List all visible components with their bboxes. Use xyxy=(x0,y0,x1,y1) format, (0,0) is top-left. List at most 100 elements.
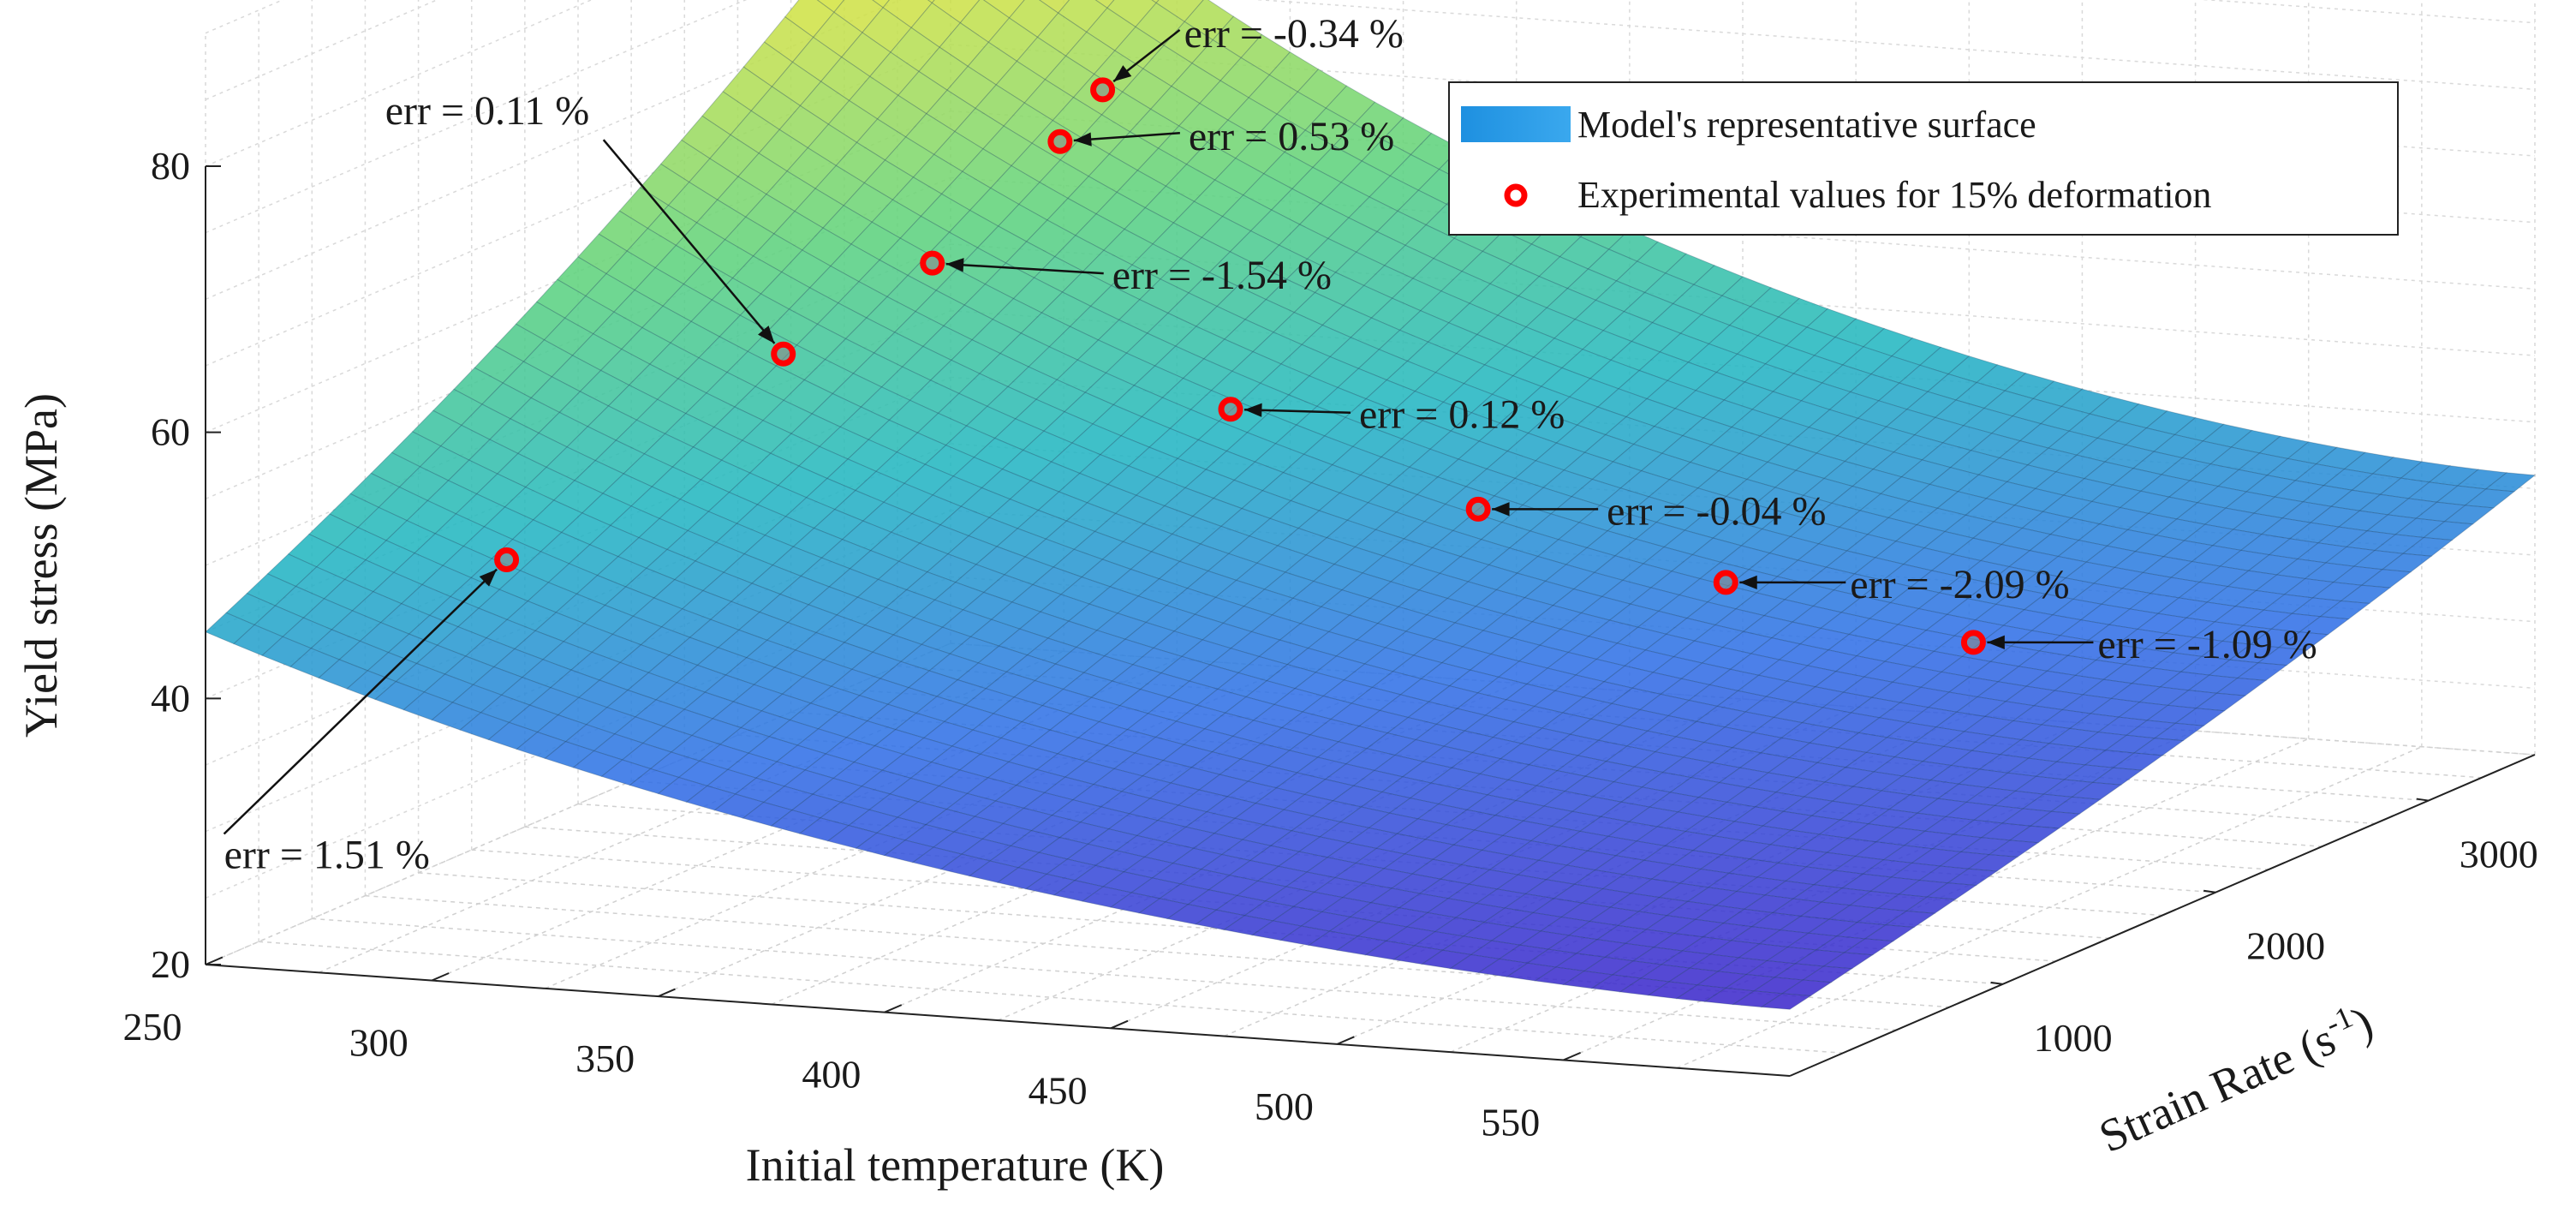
x-tick-label: 450 xyxy=(1029,1068,1088,1112)
annotation-arrowhead xyxy=(1243,403,1262,417)
surface-patch xyxy=(2153,722,2205,742)
surface-patch xyxy=(1863,924,1916,942)
x-axis-line xyxy=(205,964,1791,1077)
surface-patch xyxy=(2008,825,2060,844)
x-tick-label: 400 xyxy=(802,1053,861,1096)
x-tick-label: 500 xyxy=(1255,1085,1314,1128)
annotation-label: err = 1.51 % xyxy=(224,832,430,877)
legend-label-surface: Model's representative surface xyxy=(1577,104,2036,146)
data-point xyxy=(1713,570,1738,595)
surface-patch xyxy=(2360,569,2412,589)
annotation-arrow-line xyxy=(602,139,776,344)
y-tick-label: 3000 xyxy=(2460,833,2538,876)
surface-patch xyxy=(1760,993,1812,1010)
surface-patch xyxy=(2112,752,2164,771)
data-point xyxy=(1090,77,1116,103)
data-point xyxy=(494,547,520,572)
data-point xyxy=(1218,397,1243,422)
annotation-arrowhead xyxy=(479,569,498,587)
annotation-label: err = -2.09 % xyxy=(1850,562,2069,607)
annotation-arrowhead xyxy=(758,326,775,344)
y-axis-title-prefix: Strain Rate (s xyxy=(2091,1013,2342,1162)
data-point xyxy=(920,250,945,276)
annotation-arrowhead xyxy=(945,258,964,272)
data-point xyxy=(771,341,796,367)
surface-patch xyxy=(1905,896,1957,914)
annotation-arrowhead xyxy=(1987,635,2005,650)
x-tick-mark xyxy=(1563,1051,1581,1061)
x-tick-label: 300 xyxy=(349,1021,408,1065)
x-axis-title: Initial temperature (K) xyxy=(746,1139,1165,1191)
annotation-arrow-line xyxy=(223,568,498,835)
surface-patch xyxy=(927,0,935,4)
legend-box xyxy=(1448,81,2399,236)
surface-patch xyxy=(1967,854,2019,872)
x-tick-label: 350 xyxy=(575,1037,635,1080)
surface-patch xyxy=(2464,488,2516,509)
y-axis-title: Strain Rate (s-1) xyxy=(2090,993,2380,1162)
annotation-label: err = 0.12 % xyxy=(1359,392,1565,438)
y-tick-label: 2000 xyxy=(2246,924,2325,968)
data-point xyxy=(1047,128,1073,154)
surface-patch xyxy=(2340,584,2392,604)
x-tick-mark xyxy=(205,956,224,965)
surface-patch xyxy=(2277,631,2329,651)
legend-label-experimental: Experimental values for 15% deformation xyxy=(1577,174,2211,216)
annotation-label: err = 0.53 % xyxy=(1189,114,1394,159)
x-ticks: 250 300 350 400 450 500 550 xyxy=(123,956,1581,1144)
data-point xyxy=(1960,630,1986,655)
y-tick-mark xyxy=(2416,798,2429,802)
annotation-arrowhead xyxy=(1492,502,1510,517)
surface-patch xyxy=(2049,796,2102,815)
surface-patch xyxy=(2071,781,2123,800)
z-tick-label: 20 xyxy=(151,942,190,986)
surface-patch xyxy=(2257,647,2309,666)
z-tick-label: 40 xyxy=(151,676,190,720)
annotation-arrow-line xyxy=(1243,408,1351,414)
surface-patch xyxy=(1843,938,1895,956)
surface-patch xyxy=(1822,952,1875,970)
y-axis-line xyxy=(1789,754,2536,1077)
legend-marker-experimental xyxy=(1504,183,1528,207)
legend-surface-swatch xyxy=(1461,106,1571,142)
x-tick-mark xyxy=(1337,1036,1355,1045)
annotation-label: err = -0.04 % xyxy=(1607,488,1826,534)
x-tick-mark xyxy=(884,1004,903,1013)
surface-patch xyxy=(2029,810,2081,829)
surface-patch xyxy=(816,0,845,13)
y-tick-label: 1000 xyxy=(2034,1016,2113,1060)
surface-patch xyxy=(1801,965,1853,983)
surface-patch xyxy=(1780,979,1833,997)
z-tick-label: 80 xyxy=(151,144,190,188)
surface-patch xyxy=(1151,0,1160,4)
x-tick-label: 250 xyxy=(123,1005,182,1049)
z-axis-title: Yield stress (MPa) xyxy=(15,393,67,738)
y-tick-mark xyxy=(2203,889,2216,893)
annotation-arrow-line xyxy=(945,262,1104,275)
annotation-arrowhead xyxy=(1073,132,1092,146)
x-tick-mark xyxy=(431,972,450,982)
x-tick-label: 550 xyxy=(1481,1100,1540,1144)
y-ticks: 1000 2000 3000 xyxy=(1990,798,2538,1060)
annotation-arrowhead xyxy=(1113,65,1132,82)
annotation-arrow-line xyxy=(1073,131,1180,142)
error-annotations: err = 1.51 % err = 0.11 % err = -1.54 % err… xyxy=(223,11,2317,877)
annotation-label: err = 0.11 % xyxy=(385,88,590,134)
model-surface xyxy=(205,0,2537,1010)
surface-patch xyxy=(2215,677,2268,696)
annotation-arrowhead xyxy=(1739,575,1757,590)
z-ticks: 20 40 60 80 xyxy=(151,144,221,986)
y-tick-mark xyxy=(1990,981,2003,985)
z-tick-label: 60 xyxy=(151,410,190,454)
experimental-points xyxy=(494,77,1986,655)
surface-patch xyxy=(2091,767,2144,786)
annotation-label: err = -1.54 % xyxy=(1112,253,1332,298)
legend: Model's representative surface Experimen… xyxy=(1448,81,2399,236)
x-tick-mark xyxy=(658,988,676,998)
data-point xyxy=(1465,496,1491,522)
surface-patch xyxy=(2319,600,2371,620)
grid-line xyxy=(1254,0,2536,91)
surface-patch xyxy=(2401,536,2454,557)
annotation-label: err = -0.34 % xyxy=(1184,11,1404,57)
